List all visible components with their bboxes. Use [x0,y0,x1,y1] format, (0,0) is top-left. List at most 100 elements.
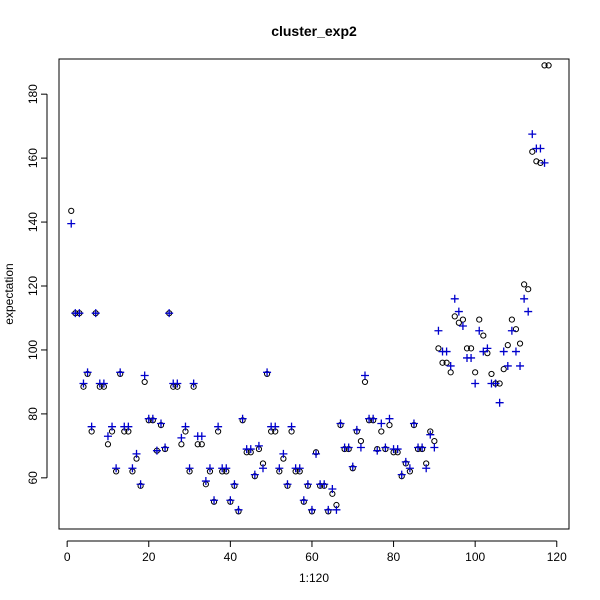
data-point-circle [443,359,450,366]
data-point-plus [128,464,137,473]
data-point-plus [381,443,390,452]
data-point-plus [246,445,255,454]
data-point-circle [198,441,205,448]
data-point-plus [214,422,223,431]
data-point-plus [377,419,386,428]
data-point-plus [201,477,210,486]
y-tick-label: 120 [26,276,40,296]
y-axis-label: expectation [2,263,16,324]
data-point-plus [161,443,170,452]
data-point-plus [507,326,516,335]
x-tick-label: 0 [64,550,71,564]
data-point-circle [480,332,487,339]
data-point-plus [140,371,149,380]
data-point-plus [295,464,304,473]
data-point-plus [520,294,529,303]
data-point-plus [259,464,267,473]
data-point-plus [222,464,231,473]
data-point-circle [512,326,520,333]
data-point-circle [194,441,201,448]
data-point-plus [136,480,145,489]
data-point-plus [409,419,418,428]
data-point-plus [181,422,190,431]
y-tick-label: 60 [26,471,40,485]
data-point-plus [467,353,476,362]
data-point-plus [116,368,125,377]
data-point-plus [189,379,198,388]
series-plus-points [67,130,549,514]
y-tick-label: 100 [26,340,40,360]
data-point-circle [467,345,475,352]
data-point-circle [488,370,495,378]
chart-title: cluster_exp2 [271,23,357,39]
x-axis: 0 20 40 60 80 100 120 [64,540,567,564]
data-point-plus [454,307,463,316]
data-point-plus [320,480,329,489]
x-tick-label: 80 [387,550,401,564]
data-point-plus [397,470,406,479]
data-point-plus [418,443,427,452]
y-tick-label: 180 [26,84,40,104]
y-tick-label: 140 [26,212,40,232]
data-point-circle [476,316,483,323]
data-point-circle [463,345,471,352]
data-point-plus [124,422,133,431]
data-point-plus [99,379,108,388]
data-point-circle [500,366,507,373]
data-point-plus [210,496,219,505]
data-point-circle [525,286,532,293]
y-tick-label: 80 [26,407,40,421]
data-point-plus [250,470,259,479]
data-point-plus [446,361,455,370]
x-axis-label: 1:120 [299,571,329,585]
data-point-plus [385,414,394,423]
data-point-circle [435,345,442,352]
data-point-plus [405,464,414,473]
data-point-circle [508,316,515,323]
data-point-plus [328,485,337,494]
data-point-plus [157,419,165,428]
x-tick-label: 120 [547,550,567,564]
data-point-plus [356,443,365,452]
data-point-plus [336,419,345,428]
data-point-plus [132,449,141,458]
data-point-plus [373,446,382,455]
data-point-plus [234,505,243,514]
data-point-plus [361,371,369,380]
data-point-plus [393,445,402,454]
data-point-plus [475,326,484,335]
data-point-circle [521,281,528,288]
data-point-circle [378,428,385,435]
data-point-plus [185,464,194,473]
data-point-plus [536,144,545,153]
data-point-plus [479,347,488,356]
data-point-plus [332,505,341,514]
data-point-plus [263,368,272,377]
data-point-plus [112,464,121,473]
data-point-plus [471,379,480,388]
data-point-plus [165,309,174,318]
data-point-plus [91,309,100,318]
data-point-plus [348,462,357,471]
data-point-plus [324,505,333,514]
x-tick-label: 100 [465,550,485,564]
data-point-circle [104,441,112,448]
data-point-circle [541,62,548,69]
data-point-plus [177,433,186,442]
data-point-plus [442,347,451,356]
data-point-circle [516,340,524,347]
data-point-plus [516,361,525,370]
data-point-plus [79,379,88,388]
data-point-circle [472,369,479,376]
data-point-circle [455,319,462,326]
x-tick-label: 60 [305,550,319,564]
y-axis: 60 80 100 120 140 160 180 [26,84,48,485]
plot-frame [58,58,570,530]
data-point-plus [279,449,288,458]
data-point-plus [230,480,239,489]
data-point-plus [426,430,435,439]
data-point-plus [422,464,431,473]
data-point-plus [458,321,467,330]
